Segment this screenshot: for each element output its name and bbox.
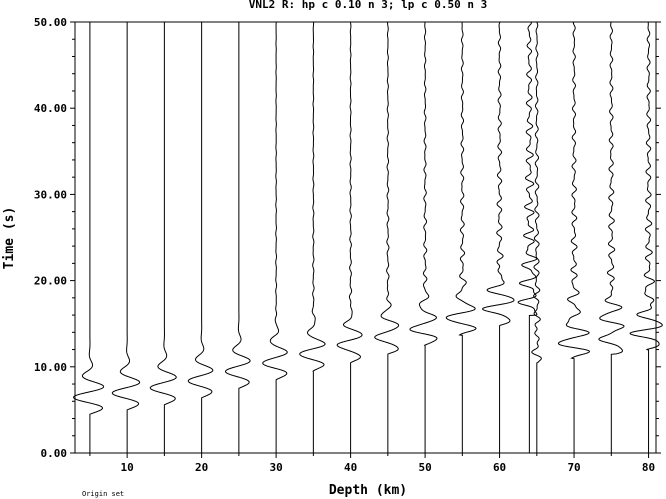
trace-40km (336, 21, 363, 453)
x-tick-label: 30 (269, 461, 282, 474)
trace-75km (598, 21, 625, 453)
y-tick-label: 10.00 (34, 361, 67, 374)
trace-65km (531, 21, 542, 453)
y-axis-label: Time (s) (2, 207, 17, 270)
x-tick-label: 20 (195, 461, 208, 474)
trace-15km (149, 22, 177, 453)
trace-35km (299, 21, 326, 453)
x-tick-label: 10 (121, 461, 134, 474)
y-tick-label: 0.00 (41, 447, 68, 460)
trace-55km (445, 21, 477, 453)
plot-frame (74, 21, 657, 454)
y-axis-ticks: 0.00 10.00 20.00 30.00 40.00 50.00 (34, 16, 661, 460)
trace-60km (482, 21, 515, 453)
x-tick-label: 50 (418, 461, 431, 474)
x-tick-label: 60 (493, 461, 506, 474)
x-axis-label: Depth (km) (329, 483, 407, 498)
trace-45km (374, 21, 400, 453)
trace-5km (73, 22, 105, 453)
y-tick-label: 50.00 (34, 16, 67, 29)
x-tick-label: 40 (344, 461, 357, 474)
x-axis-ticks: 10 20 30 40 50 60 70 80 (89, 453, 655, 474)
trace-group (73, 21, 663, 453)
trace-10km (111, 22, 141, 453)
x-tick-label: 70 (567, 461, 580, 474)
trace-20km (187, 22, 214, 453)
x-tick-label: 80 (642, 461, 655, 474)
trace-80km (629, 21, 663, 453)
trace-50km (409, 21, 438, 453)
y-tick-label: 40.00 (34, 102, 67, 115)
trace-70km (557, 21, 590, 453)
trace-25km (224, 22, 251, 453)
y-tick-label: 20.00 (34, 275, 67, 288)
trace-30km (262, 21, 288, 453)
chart-title: VNL2 R: hp c 0.10 n 3; lp c 0.50 n 3 (249, 0, 487, 11)
y-tick-label: 30.00 (34, 188, 67, 201)
origin-note: Origin set (82, 490, 124, 498)
trace-64km (517, 21, 538, 453)
